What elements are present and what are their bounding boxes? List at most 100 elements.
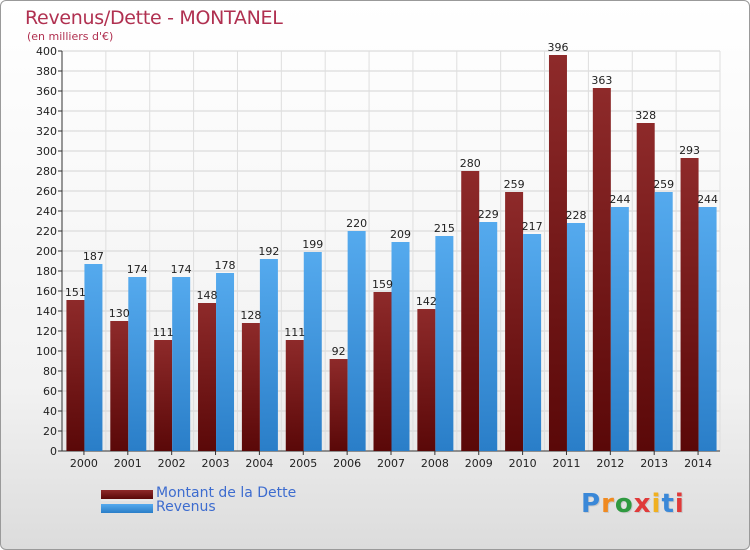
value-label-revenus-2000: 187 [83, 250, 104, 263]
y-tick-label: 360 [36, 85, 57, 98]
logo-letter: o [614, 489, 634, 519]
y-tick-label: 300 [36, 145, 57, 158]
x-tick-label-2011: 2011 [552, 457, 580, 470]
bar-revenus-2004 [259, 259, 278, 451]
value-label-revenus-2011: 228 [565, 209, 586, 222]
legend-label-dette: Montant de la Dette [156, 485, 297, 501]
y-tick-label: 180 [36, 265, 57, 278]
value-labels: 151 187 130 174 111 174 148 178 128 192 111 199 92 22… [65, 41, 718, 358]
bar-revenus-2005 [303, 252, 322, 451]
value-label-revenus-2001: 174 [127, 263, 148, 276]
bars [66, 55, 717, 451]
value-label-revenus-2002: 174 [171, 263, 192, 276]
value-label-revenus-2003: 178 [215, 259, 236, 272]
logo-letter: i [651, 489, 662, 519]
value-label-dette-2003: 148 [197, 289, 218, 302]
x-tick-label-2007: 2007 [377, 457, 405, 470]
bar-dette-2000 [66, 300, 85, 451]
y-tick-label: 0 [50, 445, 57, 458]
y-tick-label: 220 [36, 225, 57, 238]
value-label-dette-2013: 328 [635, 109, 656, 122]
x-tick-label-2005: 2005 [289, 457, 317, 470]
bar-dette-2011 [548, 55, 567, 451]
y-tick-label: 200 [36, 245, 57, 258]
bar-revenus-2000 [84, 264, 103, 451]
value-label-revenus-2005: 199 [302, 238, 323, 251]
logo-letter: t [661, 489, 675, 519]
bar-dette-2005 [285, 340, 304, 451]
bar-revenus-2013 [654, 192, 673, 451]
bar-revenus-2010 [523, 234, 542, 451]
x-tick-label-2010: 2010 [509, 457, 537, 470]
value-label-revenus-2013: 259 [653, 178, 674, 191]
bar-dette-2008 [417, 309, 436, 451]
value-label-dette-2000: 151 [65, 286, 86, 299]
logo-letter: r [601, 489, 615, 519]
bar-dette-2014 [680, 158, 699, 451]
value-label-dette-2002: 111 [153, 326, 174, 339]
y-tick-label: 240 [36, 205, 57, 218]
y-tick-label: 100 [36, 345, 57, 358]
logo-letter: x [633, 489, 652, 519]
bar-revenus-2009 [479, 222, 498, 451]
bar-dette-2004 [241, 323, 260, 451]
value-label-dette-2012: 363 [591, 74, 612, 87]
value-label-dette-2011: 396 [547, 41, 568, 54]
value-label-revenus-2006: 220 [346, 217, 367, 230]
value-label-dette-2005: 111 [284, 326, 305, 339]
y-axis-tick-labels: 0 20 40 60 80 100 120 140 160 180 200 220 240 260 280 3… [36, 45, 57, 458]
bar-revenus-2003 [216, 273, 235, 451]
bar-revenus-2006 [347, 231, 366, 451]
y-tick-label: 140 [36, 305, 57, 318]
y-tick-label: 60 [43, 385, 57, 398]
y-tick-label: 280 [36, 165, 57, 178]
value-label-revenus-2010: 217 [522, 220, 543, 233]
y-tick-label: 380 [36, 65, 57, 78]
bar-dette-2006 [329, 359, 348, 451]
value-label-dette-2001: 130 [109, 307, 130, 320]
y-tick-label: 120 [36, 325, 57, 338]
x-tick-label-2004: 2004 [245, 457, 273, 470]
bar-revenus-2012 [610, 207, 629, 451]
y-tick-label: 40 [43, 405, 57, 418]
y-tick-label: 260 [36, 185, 57, 198]
bar-dette-2012 [592, 88, 611, 451]
bar-dette-2002 [154, 340, 173, 451]
value-label-revenus-2009: 229 [478, 208, 499, 221]
y-tick-label: 160 [36, 285, 57, 298]
x-tick-label-2012: 2012 [596, 457, 624, 470]
y-tick-label: 20 [43, 425, 57, 438]
x-tick-label-2002: 2002 [158, 457, 186, 470]
y-tick-label: 340 [36, 105, 57, 118]
value-label-dette-2007: 159 [372, 278, 393, 291]
x-tick-label-2009: 2009 [465, 457, 493, 470]
x-tick-label-2014: 2014 [684, 457, 712, 470]
bar-revenus-2007 [391, 242, 410, 451]
bar-dette-2010 [505, 192, 524, 451]
x-tick-label-2003: 2003 [202, 457, 230, 470]
value-label-dette-2009: 280 [460, 157, 481, 170]
value-label-revenus-2014: 244 [697, 193, 718, 206]
bar-dette-2001 [110, 321, 129, 451]
x-tick-label-2006: 2006 [333, 457, 361, 470]
logo-letter: P [581, 489, 602, 519]
legend-swatch-revenus [101, 504, 153, 513]
bar-dette-2003 [198, 303, 217, 451]
bar-dette-2013 [636, 123, 655, 451]
y-tick-label: 80 [43, 365, 57, 378]
bar-revenus-2008 [435, 236, 454, 451]
value-label-revenus-2007: 209 [390, 228, 411, 241]
bar-dette-2007 [373, 292, 392, 451]
bar-revenus-2001 [128, 277, 147, 451]
bar-revenus-2011 [566, 223, 585, 451]
proxiti-logo: Proxiti [581, 489, 685, 519]
bar-dette-2009 [461, 171, 480, 451]
value-label-revenus-2004: 192 [258, 245, 279, 258]
value-label-dette-2004: 128 [240, 309, 261, 322]
y-tick-label: 400 [36, 45, 57, 58]
bar-revenus-2002 [172, 277, 191, 451]
x-axis-tick-labels: 2000 2001 2002 2003 2004 2005 2006 2007 2008 2009… [70, 457, 712, 470]
x-tick-label-2001: 2001 [114, 457, 142, 470]
